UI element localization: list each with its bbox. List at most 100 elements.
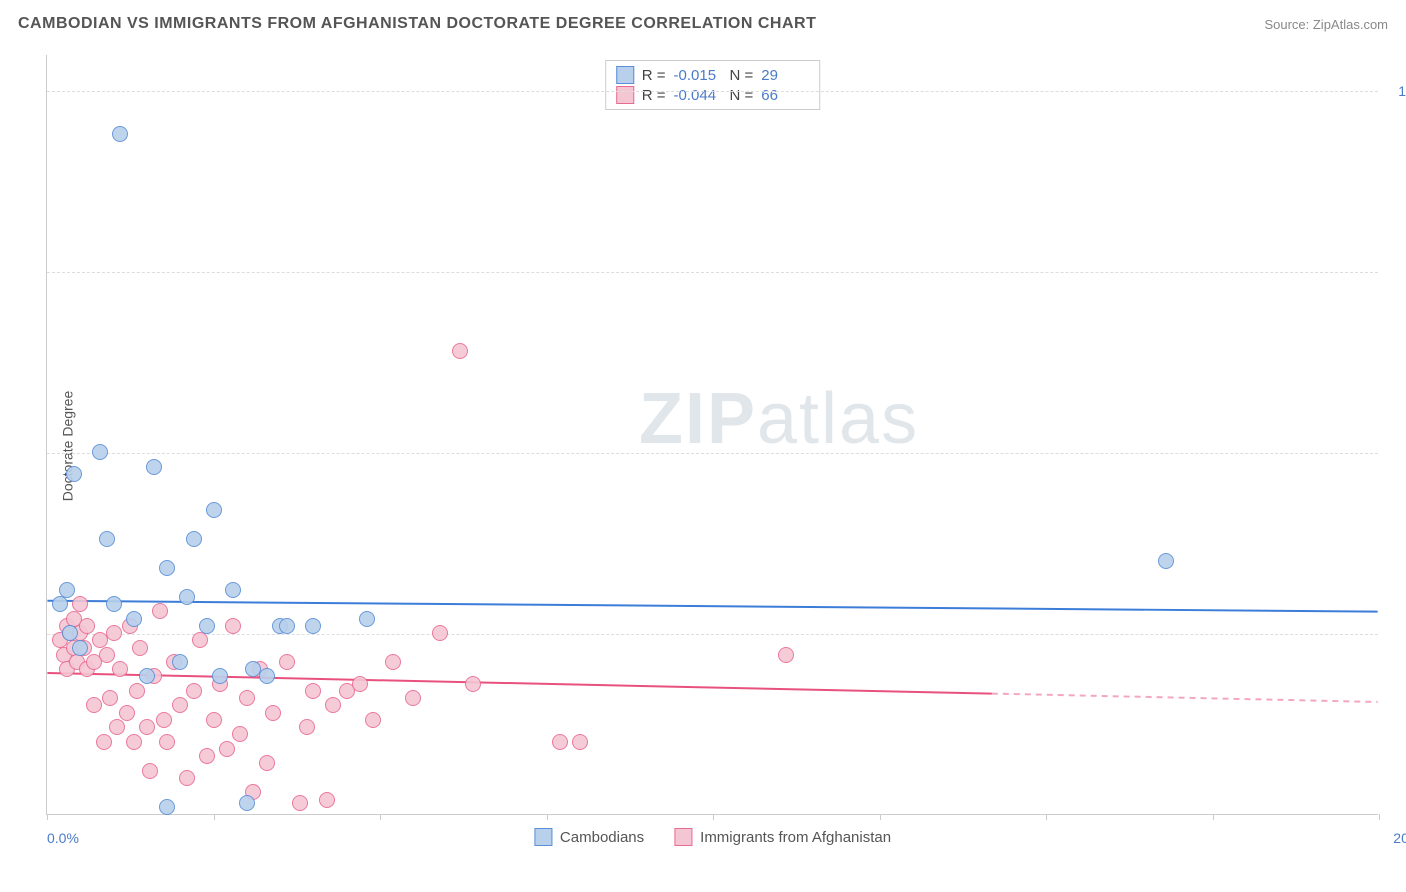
cambodian-point	[305, 618, 321, 634]
gridline	[47, 272, 1378, 273]
afghanistan-point	[112, 661, 128, 677]
swatch-cambodians-icon	[616, 66, 634, 84]
afghanistan-point	[172, 697, 188, 713]
cambodian-point	[52, 596, 68, 612]
n-value-a: 29	[761, 67, 809, 84]
chart-source: Source: ZipAtlas.com	[1264, 17, 1388, 32]
x-tick	[47, 814, 48, 820]
afghanistan-point	[385, 654, 401, 670]
cambodian-point	[212, 668, 228, 684]
cambodian-point	[225, 582, 241, 598]
afghanistan-point	[572, 734, 588, 750]
afghanistan-point	[142, 763, 158, 779]
y-tick-label: 7.5%	[1383, 264, 1406, 280]
afghanistan-point	[206, 712, 222, 728]
cambodian-point	[72, 640, 88, 656]
cambodian-point	[1158, 553, 1174, 569]
y-tick-label: 10.0%	[1383, 83, 1406, 99]
afghanistan-point	[106, 625, 122, 641]
cambodian-point	[159, 799, 175, 815]
afghanistan-point	[119, 705, 135, 721]
afghanistan-point	[72, 596, 88, 612]
y-tick-label: 5.0%	[1383, 445, 1406, 461]
stats-legend: R = -0.015 N = 29 R = -0.044 N = 66	[605, 60, 821, 110]
legend-swatch-cambodians-icon	[534, 828, 552, 846]
afghanistan-point	[325, 697, 341, 713]
cambodian-point	[66, 466, 82, 482]
afghanistan-point	[129, 683, 145, 699]
afghanistan-point	[199, 748, 215, 764]
afghanistan-point	[232, 726, 248, 742]
cambodian-point	[126, 611, 142, 627]
cambodian-point	[92, 444, 108, 460]
afghanistan-point	[159, 734, 175, 750]
afghanistan-point	[405, 690, 421, 706]
afghanistan-point	[179, 770, 195, 786]
legend-item-a: Cambodians	[534, 828, 644, 846]
r-value-b: -0.044	[674, 87, 722, 104]
gridline	[47, 634, 1378, 635]
r-value-a: -0.015	[674, 67, 722, 84]
cambodian-point	[99, 531, 115, 547]
gridline	[47, 91, 1378, 92]
x-tick	[713, 814, 714, 820]
series-legend: Cambodians Immigrants from Afghanistan	[534, 828, 891, 846]
cambodian-point	[206, 502, 222, 518]
cambodian-point	[62, 625, 78, 641]
x-tick	[547, 814, 548, 820]
cambodian-point	[279, 618, 295, 634]
cambodian-point	[159, 560, 175, 576]
x-tick	[1046, 814, 1047, 820]
afghanistan-point	[305, 683, 321, 699]
afghanistan-point	[96, 734, 112, 750]
cambodian-point	[106, 596, 122, 612]
legend-label-b: Immigrants from Afghanistan	[700, 829, 891, 846]
swatch-afghanistan-icon	[616, 86, 634, 104]
afghanistan-point	[778, 647, 794, 663]
legend-label-a: Cambodians	[560, 829, 644, 846]
x-tick	[380, 814, 381, 820]
afghanistan-point	[552, 734, 568, 750]
cambodian-point	[239, 795, 255, 811]
afghanistan-point	[186, 683, 202, 699]
afghanistan-point	[432, 625, 448, 641]
afghanistan-point	[132, 640, 148, 656]
x-tick	[880, 814, 881, 820]
afghanistan-point	[265, 705, 281, 721]
afghanistan-point	[219, 741, 235, 757]
afghanistan-point	[109, 719, 125, 735]
afghanistan-point	[102, 690, 118, 706]
afghanistan-point	[156, 712, 172, 728]
cambodian-point	[259, 668, 275, 684]
afghanistan-point	[352, 676, 368, 692]
afghanistan-point	[192, 632, 208, 648]
legend-item-b: Immigrants from Afghanistan	[674, 828, 891, 846]
legend-swatch-afghanistan-icon	[674, 828, 692, 846]
cambodian-point	[199, 618, 215, 634]
stats-row-a: R = -0.015 N = 29	[616, 65, 810, 85]
afghanistan-point	[79, 618, 95, 634]
cambodian-point	[179, 589, 195, 605]
afghanistan-point	[259, 755, 275, 771]
stats-row-b: R = -0.044 N = 66	[616, 85, 810, 105]
y-tick-label: 2.5%	[1383, 626, 1406, 642]
afghanistan-point	[239, 690, 255, 706]
cambodian-point	[146, 459, 162, 475]
x-tick	[214, 814, 215, 820]
afghanistan-point	[86, 697, 102, 713]
afghanistan-point	[292, 795, 308, 811]
x-tick	[1379, 814, 1380, 820]
cambodian-point	[172, 654, 188, 670]
afghanistan-point	[99, 647, 115, 663]
afghanistan-point	[319, 792, 335, 808]
afghanistan-point	[139, 719, 155, 735]
cambodian-point	[359, 611, 375, 627]
chart-plot-area: ZIPatlas R = -0.015 N = 29 R = -0.044 N …	[46, 55, 1378, 815]
chart-header: CAMBODIAN VS IMMIGRANTS FROM AFGHANISTAN…	[18, 15, 1388, 33]
watermark: ZIPatlas	[639, 378, 919, 460]
afghanistan-point	[299, 719, 315, 735]
n-value-b: 66	[761, 87, 809, 104]
afghanistan-point	[225, 618, 241, 634]
afghanistan-point	[452, 343, 468, 359]
afghanistan-point	[126, 734, 142, 750]
